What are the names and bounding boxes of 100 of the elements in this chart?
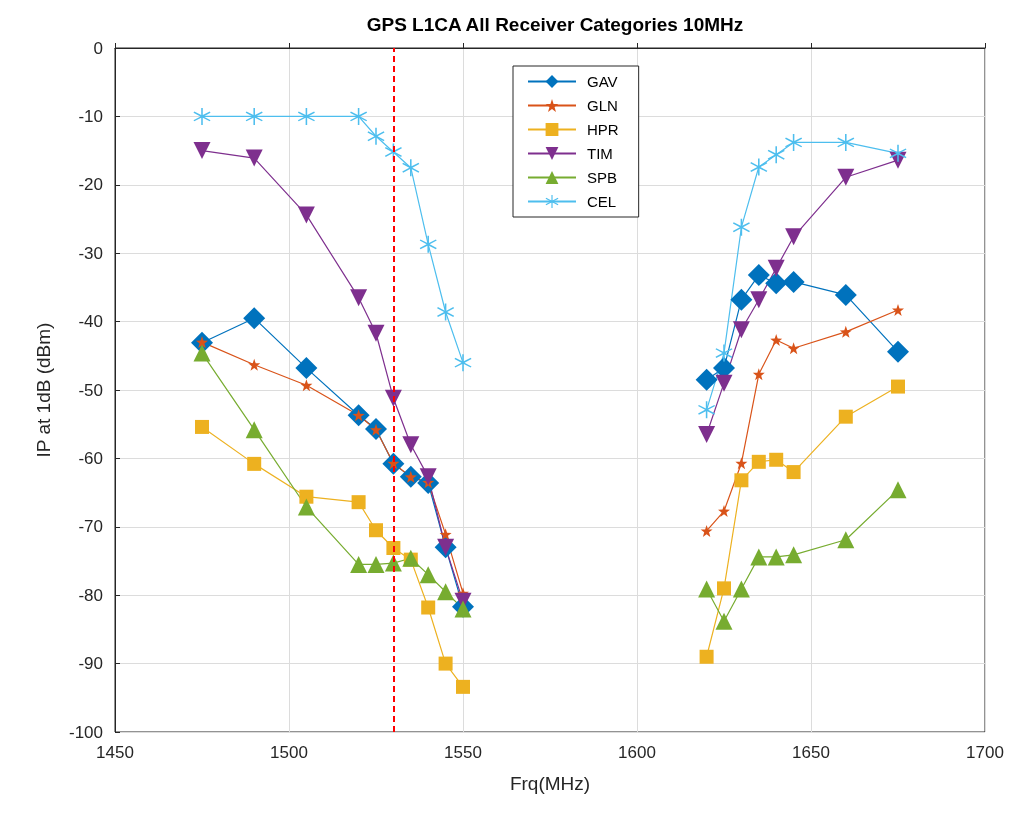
y-tick-label: -30 xyxy=(78,243,103,263)
point xyxy=(195,419,209,434)
point xyxy=(889,481,907,499)
point xyxy=(297,206,315,224)
y-tick-label: -70 xyxy=(78,517,103,537)
point xyxy=(247,456,262,471)
point xyxy=(402,436,420,454)
y-tick-label: -40 xyxy=(78,312,103,332)
legend-label: GAV xyxy=(587,73,618,90)
point xyxy=(734,473,749,488)
point xyxy=(787,342,800,355)
point xyxy=(770,334,783,347)
y-tick-label: -100 xyxy=(68,722,103,742)
point xyxy=(715,374,733,392)
point xyxy=(367,324,385,342)
point xyxy=(892,303,904,316)
legend-label: TIM xyxy=(587,145,613,162)
point xyxy=(437,303,455,321)
point xyxy=(891,379,905,394)
point xyxy=(889,144,907,162)
point xyxy=(700,524,713,537)
point xyxy=(297,498,315,516)
point xyxy=(438,656,453,671)
point xyxy=(369,523,383,538)
point xyxy=(717,581,731,596)
point xyxy=(300,379,313,392)
point xyxy=(750,291,768,309)
point xyxy=(767,146,785,164)
legend-label: SPB xyxy=(587,169,618,186)
point xyxy=(837,531,855,549)
point xyxy=(350,555,368,573)
point xyxy=(295,357,318,380)
point xyxy=(765,272,788,295)
point xyxy=(456,679,470,694)
legend-label: HPR xyxy=(587,121,619,138)
y-tick-label: -80 xyxy=(78,585,103,605)
point xyxy=(698,425,716,443)
point xyxy=(782,270,805,293)
y-tick-label: -10 xyxy=(78,106,103,126)
point xyxy=(419,468,437,486)
point xyxy=(299,489,314,504)
point xyxy=(715,612,733,630)
point xyxy=(769,452,784,467)
x-tick-label: 1450 xyxy=(96,743,134,762)
point xyxy=(243,307,266,330)
legend-label: CEL xyxy=(587,193,617,210)
point xyxy=(887,340,909,363)
point xyxy=(419,566,437,584)
point xyxy=(193,107,211,125)
point xyxy=(730,288,753,311)
point xyxy=(351,495,366,510)
point xyxy=(245,421,263,439)
point xyxy=(751,454,766,469)
chart-title: GPS L1CA All Receiver Categories 10MHz xyxy=(366,14,744,35)
point xyxy=(747,264,770,287)
point xyxy=(367,127,385,145)
y-tick-label: -90 xyxy=(78,654,103,674)
point xyxy=(695,368,718,391)
point xyxy=(386,541,401,555)
x-tick-label: 1650 xyxy=(792,743,830,762)
point xyxy=(837,133,855,151)
point xyxy=(735,457,748,470)
point xyxy=(402,159,420,177)
point xyxy=(767,548,785,566)
x-axis-title: Frq(MHz) xyxy=(509,773,591,794)
point xyxy=(454,354,472,372)
legend-label: GLN xyxy=(587,97,618,114)
point xyxy=(732,580,750,598)
y-tick-label: -50 xyxy=(78,380,103,400)
point xyxy=(437,583,455,601)
point xyxy=(193,344,211,362)
point xyxy=(839,325,852,338)
point xyxy=(245,107,263,125)
x-tick-label: 1500 xyxy=(270,743,308,762)
x-tick-label: 1600 xyxy=(618,743,656,762)
point xyxy=(699,649,714,664)
point xyxy=(718,505,730,518)
y-tick-label: 0 xyxy=(93,38,103,58)
point xyxy=(248,358,261,371)
point xyxy=(750,158,768,176)
point xyxy=(838,409,853,424)
point xyxy=(752,368,765,381)
point xyxy=(767,259,785,277)
point xyxy=(786,465,801,480)
point xyxy=(834,283,857,306)
point xyxy=(421,600,436,615)
point xyxy=(732,321,750,339)
point xyxy=(785,546,803,564)
x-tick-label: 1550 xyxy=(444,743,482,762)
point xyxy=(698,580,716,598)
point xyxy=(837,168,855,186)
point xyxy=(193,142,211,160)
point xyxy=(750,548,768,566)
point xyxy=(419,235,437,253)
point xyxy=(454,600,472,618)
x-tick-label: 1700 xyxy=(966,743,1004,762)
point xyxy=(367,555,385,573)
point xyxy=(715,344,733,362)
y-tick-label: -60 xyxy=(78,448,103,468)
y-axis-title: IP at 1dB (dBm) xyxy=(33,322,54,458)
